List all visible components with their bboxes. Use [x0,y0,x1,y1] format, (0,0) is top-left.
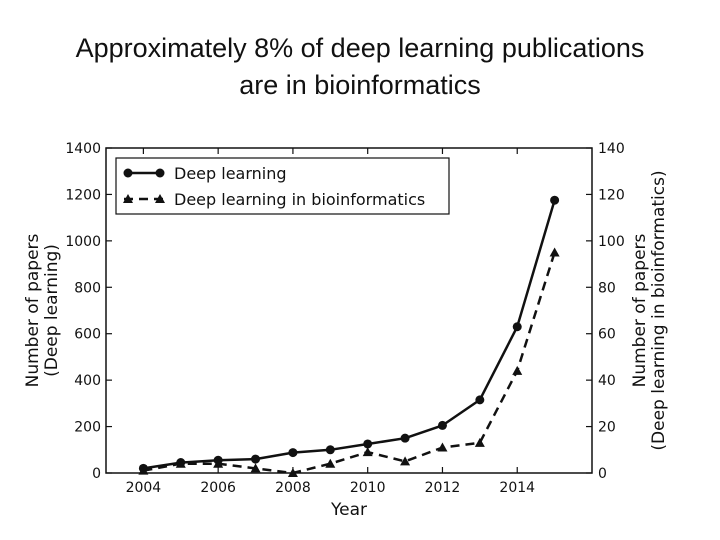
series-0-point [512,322,522,332]
plot-frame [105,147,593,474]
series-1-point [400,456,411,466]
legend-label-1: Deep learning in bioinformatics [174,190,425,209]
series-0-point [325,445,335,455]
y-right-tick-label: 20 [598,420,616,436]
y-right-tick-label: 80 [598,280,616,296]
y-left-tick-label: 1200 [65,187,101,203]
y-right-tick-label: 0 [598,466,607,482]
series-0-point [400,433,410,443]
slide-title: Approximately 8% of deep learning public… [0,30,720,104]
series-1-point [213,458,224,468]
series-1-point [474,437,485,447]
y-left-tick-label: 0 [92,466,101,482]
x-tick-label: 2010 [350,480,386,496]
series-1-point [175,458,186,468]
series-0-point [251,454,261,464]
y-right-tick-label: 60 [598,327,616,343]
series-0-point [363,439,373,449]
y-right-tick-label: 40 [598,373,616,389]
x-tick-label: 2006 [200,480,236,496]
y-left-axis-label-line-1: Number of papers [23,233,43,387]
x-tick-label: 2012 [425,480,461,496]
legend-label-0: Deep learning [174,164,287,183]
y-right-tick-label: 100 [598,234,625,250]
series-0-point [475,395,485,405]
series-0-point [437,420,447,430]
series-0-point [550,195,560,205]
x-axis-label: Year [330,500,367,520]
x-tick-label: 2008 [275,480,311,496]
series-line-1 [143,252,556,475]
slide-title-line-2: are in bioinformatics [239,70,481,100]
series-1-point [437,442,448,452]
series-1-point [512,365,523,375]
y-left-tick-label: 400 [74,373,101,389]
series-1-point [325,458,336,468]
y-left-tick-label: 200 [74,420,101,436]
legend-marker-1 [155,194,165,203]
y-right-tick-label: 140 [598,141,625,157]
legend-box [115,157,450,215]
x-tick-label: 2004 [126,480,162,496]
legend-marker-0 [155,168,165,178]
series-line-0 [143,199,556,470]
y-left-tick-label: 600 [74,327,101,343]
y-left-tick-label: 800 [74,280,101,296]
legend-marker-1 [123,194,133,203]
x-tick-label: 2014 [499,480,535,496]
y-right-axis-label-line-2: (Deep learning in bioinformatics) [649,170,669,450]
series-0-point [288,448,298,458]
y-left-tick-label: 1000 [65,234,101,250]
legend-marker-0 [123,168,133,178]
slide-title-line-1: Approximately 8% of deep learning public… [75,33,645,63]
y-left-tick-label: 1400 [65,141,101,157]
y-left-axis-label-line-2: (Deep learning) [42,244,62,377]
y-right-axis-label-line-1: Number of papers [630,233,650,387]
series-1-point [362,447,373,457]
series-1-point [250,463,261,473]
y-right-tick-label: 120 [598,187,625,203]
legend: Deep learning Deep learning in bioinforma… [115,157,450,215]
series-1-point [549,247,560,257]
